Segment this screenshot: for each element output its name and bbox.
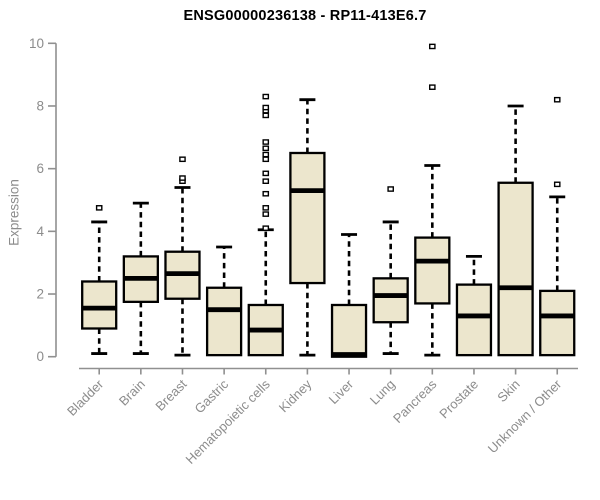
chart-title: ENSG00000236138 - RP11-413E6.7 — [183, 8, 427, 24]
outlier-point — [262, 211, 270, 217]
outlier-point — [262, 93, 270, 100]
box-liver: Liver — [326, 233, 368, 407]
iqr-box — [539, 289, 576, 357]
box-breast: Breast — [152, 156, 201, 414]
x-tick-label: Prostate — [436, 377, 481, 422]
x-tick-label: Skin — [494, 377, 522, 405]
outlier-point — [262, 104, 270, 111]
box-bladder: Bladder — [64, 205, 118, 419]
outlier-point — [262, 225, 270, 232]
y-tick-label: 2 — [36, 287, 44, 302]
x-tick-label: Pancreas — [390, 376, 440, 426]
outlier-point — [429, 43, 436, 50]
y-tick-label: 6 — [36, 161, 44, 176]
outlier-point — [262, 139, 270, 145]
x-tick-label: Gastric — [192, 376, 232, 416]
box-brain: Brain — [116, 201, 159, 409]
outlier-point — [387, 186, 394, 192]
iqr-box — [205, 286, 243, 357]
iqr-box — [330, 303, 368, 358]
x-tick-label: Bladder — [64, 376, 107, 419]
outlier-point — [262, 156, 270, 163]
outlier-point — [95, 205, 103, 211]
outlier-point — [262, 178, 270, 184]
outlier-point — [179, 175, 186, 181]
outlier-point — [429, 84, 436, 90]
box-skin: Skin — [494, 104, 534, 405]
outlier-point — [262, 170, 270, 177]
iqr-box — [414, 236, 451, 305]
iqr-box — [289, 151, 326, 285]
outlier-point — [553, 181, 561, 188]
iqr-box — [81, 280, 118, 330]
x-tick-label: Brain — [116, 377, 148, 409]
outlier-point — [179, 156, 186, 163]
x-tick-label: Kidney — [276, 376, 315, 415]
outlier-point — [262, 112, 270, 119]
iqr-box — [497, 181, 534, 357]
box-lung: Lung — [367, 186, 409, 408]
outlier-point — [262, 145, 270, 152]
iqr-box — [372, 277, 409, 324]
outlier-point — [262, 190, 270, 197]
outlier-point — [262, 205, 270, 211]
x-tick-label: Breast — [152, 376, 189, 413]
y-tick-label: 8 — [36, 98, 44, 113]
outlier-point — [553, 96, 561, 103]
x-tick-label: Unknown / Other — [485, 376, 565, 456]
y-tick-label: 10 — [29, 36, 44, 51]
x-tick-label: Liver — [326, 376, 357, 407]
outlier-point — [262, 151, 270, 158]
x-tick-label: Lung — [367, 377, 398, 408]
iqr-box — [455, 283, 493, 357]
y-tick-label: 4 — [36, 224, 44, 239]
y-tick-label: 0 — [36, 349, 44, 364]
